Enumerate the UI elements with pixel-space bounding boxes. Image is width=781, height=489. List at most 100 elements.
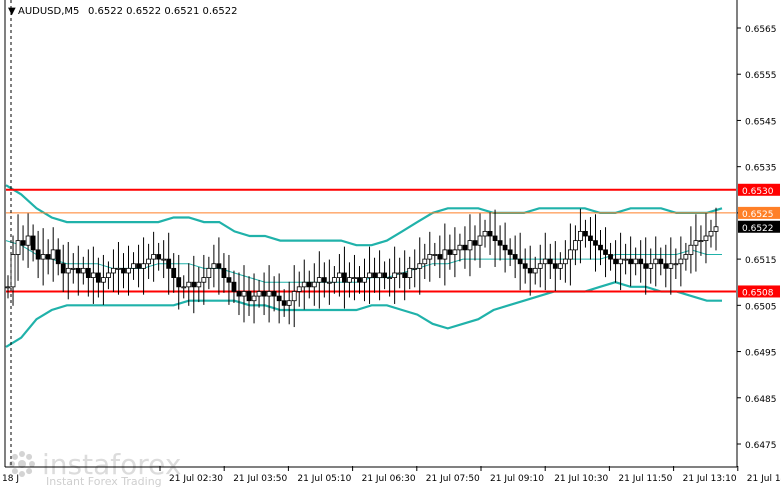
candle-body [206, 267, 212, 279]
candle-body [342, 272, 347, 283]
candle-body [161, 258, 167, 261]
candle-body [166, 258, 172, 269]
candle-body [442, 249, 448, 260]
candle-body [271, 291, 277, 297]
x-axis: 21 Jul 02:30 21 Jul 03:50 21 Jul 05:10 21 J… [2, 466, 781, 484]
candle-body [357, 277, 362, 283]
candle [281, 289, 287, 317]
candle [367, 246, 372, 304]
logo-dot [11, 468, 18, 475]
candle [25, 213, 31, 268]
logo-dot [11, 453, 18, 460]
candle-body [623, 258, 629, 261]
candle-body [40, 254, 46, 260]
candle [532, 256, 538, 285]
candle-body [30, 235, 36, 251]
candle-body [583, 230, 588, 237]
candle [392, 246, 398, 304]
candle-body [106, 272, 111, 279]
y-tick-label: 0.6515 [745, 256, 777, 266]
candle [628, 236, 634, 287]
candle-body [331, 277, 337, 283]
candle-body [246, 291, 252, 302]
candle [301, 259, 307, 310]
candle-body [186, 281, 192, 288]
candle-body [362, 277, 367, 283]
candle [231, 270, 237, 304]
support-tag-bg [738, 285, 780, 298]
candle-body [296, 286, 302, 292]
logo-dot [9, 461, 15, 467]
candle [316, 251, 322, 309]
candle [422, 243, 428, 279]
candle-body [301, 281, 307, 288]
candle [30, 224, 36, 262]
candle [362, 258, 367, 302]
candles [5, 207, 719, 328]
candle [593, 214, 598, 272]
candle-body [382, 272, 387, 279]
candle-body [638, 258, 644, 265]
candle [90, 246, 96, 304]
candle [5, 275, 11, 299]
candle [658, 247, 664, 276]
candle-body [427, 254, 433, 260]
candle [703, 213, 709, 264]
candle-body [291, 291, 297, 302]
candle-body [608, 254, 613, 260]
ohlc-readout: 0.6522 0.6522 0.6521 0.6522 [88, 6, 238, 17]
candle-body [603, 249, 608, 255]
candle-body [286, 300, 292, 306]
candle [171, 253, 177, 293]
x-tick-label: 21 Jul 09:10 [490, 474, 544, 484]
candle [618, 232, 623, 291]
candle [206, 256, 212, 290]
candle [296, 271, 302, 307]
candle [326, 259, 332, 305]
candle-body [131, 263, 136, 269]
y-tick-label: 0.6565 [745, 25, 777, 35]
x-tick-label: 21 Jul 11:50 [618, 474, 672, 484]
x-tick-label: 21 Jul 13:10 [683, 474, 737, 484]
candle [266, 265, 272, 323]
candle-body [613, 258, 618, 265]
candle-body [432, 254, 438, 256]
candle-body [487, 230, 493, 237]
candle [402, 250, 408, 301]
candle-body [90, 272, 96, 279]
menu-arrow-icon[interactable]: ▼ [8, 6, 16, 17]
candle [55, 238, 61, 276]
candle-body [633, 258, 639, 265]
candle [417, 237, 423, 295]
symbol-label: AUDUSD,M5 [18, 6, 79, 17]
candle [166, 232, 172, 295]
candle-body [492, 235, 498, 242]
candle-body [231, 281, 237, 292]
candle [146, 243, 151, 279]
candle-body [306, 281, 312, 288]
candle [377, 250, 382, 301]
candle [472, 225, 478, 261]
candle [573, 225, 578, 266]
current-level-tag-text: 0.6525 [742, 210, 774, 220]
candle [567, 223, 573, 286]
candle-body [196, 281, 202, 288]
x-tick-label: 21 Jul 07:50 [426, 474, 480, 484]
candle-body [20, 240, 26, 246]
candle-body [417, 263, 423, 269]
candle [106, 261, 111, 290]
candle [542, 232, 548, 291]
candle-body [482, 230, 488, 237]
candle-body [352, 277, 357, 280]
candle-body [347, 277, 352, 283]
candle [337, 254, 342, 297]
candle [608, 242, 613, 271]
candle-body [121, 267, 126, 274]
candle-body [527, 267, 533, 274]
y-tick-label: 0.6535 [745, 164, 777, 174]
candle-body [698, 240, 704, 243]
candle-body [80, 267, 86, 274]
candle-body [151, 254, 157, 260]
candle-body [85, 267, 91, 279]
